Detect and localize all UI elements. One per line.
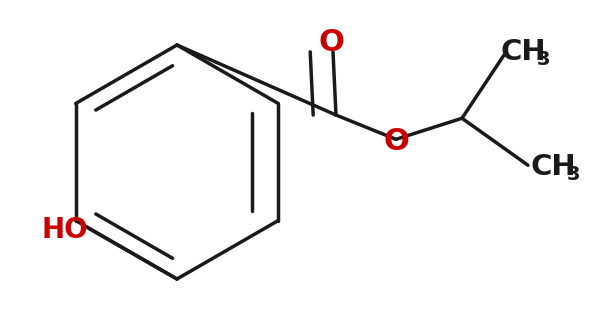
Text: O: O [383,127,409,156]
Text: CH: CH [531,153,577,181]
Text: CH: CH [501,38,547,66]
Text: 3: 3 [567,166,581,184]
Text: O: O [319,28,345,57]
Text: HO: HO [41,216,88,244]
Text: 3: 3 [537,51,551,69]
